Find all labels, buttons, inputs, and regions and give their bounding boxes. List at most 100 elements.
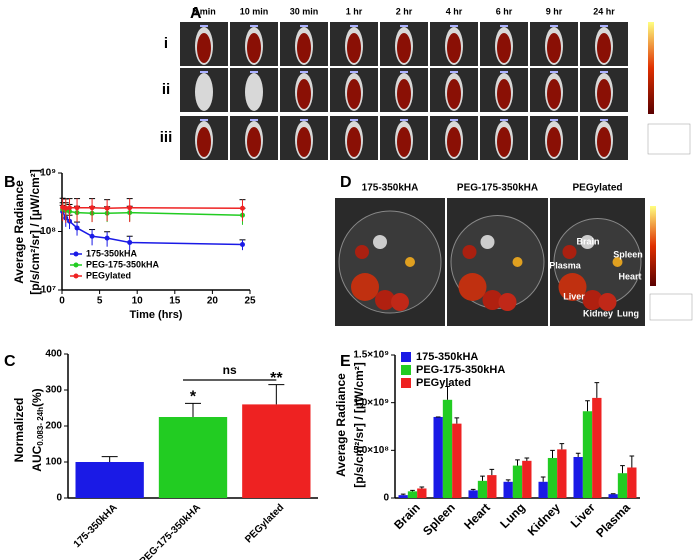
bar <box>503 481 513 498</box>
legend-label: PEGylated <box>86 270 131 280</box>
point <box>239 205 245 211</box>
tag <box>350 71 358 73</box>
organ-label: Liver <box>563 291 585 301</box>
organ <box>512 257 523 267</box>
signal <box>547 127 561 157</box>
y-tick-label: 0 <box>56 493 62 504</box>
tag <box>400 25 408 27</box>
imaging-panel: 5 min 10 min 30 min 1 hr 2 hr 4 hr 6 hr 9 hr 24 … <box>160 6 691 160</box>
legend-label: PEGylated <box>416 377 471 389</box>
dish-label: 175-350kHA <box>362 183 419 194</box>
signal <box>397 127 411 157</box>
organ <box>480 235 495 249</box>
error-bar <box>454 417 460 424</box>
x-tick-label: 0 <box>59 296 65 307</box>
organ <box>612 257 623 267</box>
signal <box>447 127 461 157</box>
legend-marker <box>73 273 79 279</box>
legend-marker <box>73 262 79 268</box>
signal <box>247 33 261 63</box>
y-axis-label: [p/s/cm²/sr] / [µW/cm²] <box>28 169 42 295</box>
bar <box>75 462 144 498</box>
organ <box>580 235 595 249</box>
bar <box>557 449 567 498</box>
label-subscript: 0.083- 24h <box>36 407 45 446</box>
tag <box>550 71 558 73</box>
error-bar <box>480 475 485 481</box>
bar <box>433 416 443 498</box>
color-bar <box>650 206 656 286</box>
tag <box>350 119 358 121</box>
signal <box>497 127 511 157</box>
tag <box>450 119 458 121</box>
signal <box>597 127 611 157</box>
row-label: i <box>164 35 168 52</box>
signal <box>497 79 511 109</box>
timepoint-label: 4 hr <box>446 6 463 16</box>
organ <box>582 290 603 310</box>
tag <box>250 71 258 73</box>
organ <box>355 245 369 259</box>
x-axis-label: Time (hrs) <box>130 309 183 321</box>
bar <box>452 423 462 498</box>
bar <box>477 480 488 498</box>
x-tick-label: 15 <box>169 296 181 307</box>
signal <box>447 33 461 63</box>
signal <box>547 79 561 109</box>
row-label: ii <box>162 81 170 98</box>
tag <box>300 25 308 27</box>
organ <box>405 257 415 267</box>
tag <box>450 71 458 73</box>
error-bar <box>515 459 520 466</box>
signal <box>297 33 311 63</box>
error-bar <box>489 468 495 476</box>
bar <box>617 473 628 498</box>
mouse-body <box>195 73 213 111</box>
signal <box>297 79 311 109</box>
legend-swatch <box>401 378 411 388</box>
timepoint-label: 9 hr <box>546 6 563 16</box>
signal <box>297 127 311 157</box>
x-tick-label: 5 <box>97 296 103 307</box>
scale-box <box>647 123 691 155</box>
y-tick-label: 100 <box>45 457 62 468</box>
organ-label: Spleen <box>613 249 643 259</box>
tag <box>500 71 508 73</box>
signal <box>347 79 361 109</box>
bar <box>538 481 548 498</box>
legend-label: 175-350kHA <box>86 248 138 258</box>
y-tick-label: 10⁸ <box>40 226 56 237</box>
signal <box>347 127 361 157</box>
legend-label: 175-350kHA <box>416 351 478 363</box>
dish-label: PEGylated <box>572 183 622 194</box>
point <box>74 225 80 231</box>
x-tick-label: 20 <box>207 296 219 307</box>
legend-swatch <box>401 365 411 375</box>
timepoint-label: 24 hr <box>593 6 615 16</box>
y-axis-label: Normalized <box>12 398 26 463</box>
signal <box>397 79 411 109</box>
point <box>63 205 69 211</box>
y-tick-label: 1.5×10⁹ <box>353 350 389 361</box>
organ <box>391 293 409 311</box>
tag <box>550 119 558 121</box>
organ-label: Lung <box>617 308 639 318</box>
signal <box>547 33 561 63</box>
organ <box>462 245 477 259</box>
point <box>104 235 110 241</box>
bar <box>442 399 453 498</box>
y-axis-label: Average Radiance <box>334 373 348 477</box>
tag <box>300 71 308 73</box>
error-bar <box>620 465 625 474</box>
organ <box>351 273 379 301</box>
y-axis-label: [p/s/cm²/sr] / [µW/cm²] <box>352 362 366 488</box>
timepoint-label: 10 min <box>240 6 269 16</box>
organ <box>458 273 487 301</box>
error-bar <box>550 449 555 458</box>
organ <box>562 245 577 259</box>
panel-label: C <box>4 353 16 370</box>
bar <box>487 475 497 498</box>
tag <box>450 25 458 27</box>
comparison-label: ns <box>223 363 237 377</box>
